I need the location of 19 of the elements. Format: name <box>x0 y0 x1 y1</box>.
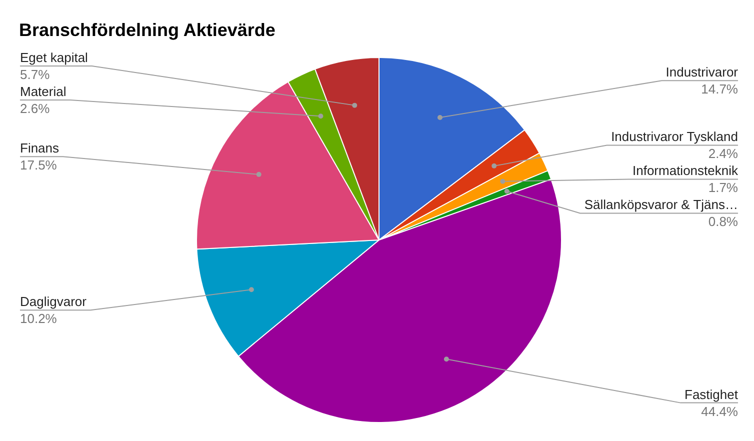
data-label: 1.7% <box>708 180 738 196</box>
data-label: 2.6% <box>20 101 50 116</box>
data-label: 17.5% <box>20 158 58 173</box>
data-label: 2.4% <box>708 146 738 162</box>
data-label: 0.8% <box>708 214 738 230</box>
slice-label: Dagligvaror <box>20 294 88 310</box>
data-label: 5.7% <box>20 67 50 82</box>
slice-label: Informationsteknik <box>632 163 738 178</box>
data-label: 14.7% <box>701 82 738 97</box>
slice-label: Material <box>20 84 66 99</box>
slice-label: Fastighet <box>684 386 738 402</box>
slice-label: Finans <box>20 140 60 156</box>
data-label: 10.2% <box>20 311 58 326</box>
slice-label: Industrivaror <box>666 64 739 80</box>
chart-title: Branschfördelning Aktievärde <box>19 20 276 41</box>
slice-label: Sällanköpsvaror & Tjäns… <box>584 197 738 212</box>
data-label: 44.4% <box>701 404 738 419</box>
slice-label: Eget kapital <box>20 50 88 65</box>
slice-label: Industrivaror Tyskland <box>611 129 738 144</box>
